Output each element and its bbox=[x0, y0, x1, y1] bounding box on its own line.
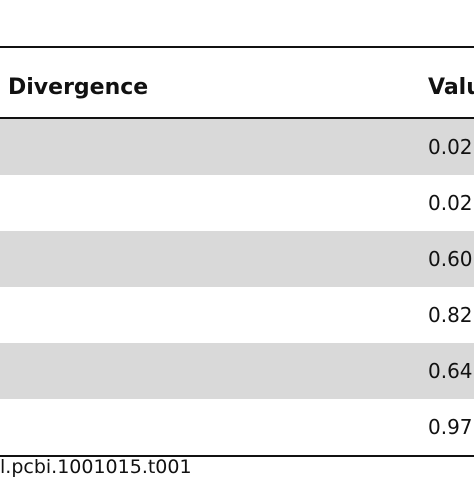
table-row: 0.82 bbox=[0, 287, 474, 343]
table-bottom-rule bbox=[0, 455, 474, 457]
table-body: 0.02 0.02 0.60 0.82 0.64 0.97 bbox=[0, 119, 474, 455]
value-cell: 0.60 bbox=[428, 247, 473, 271]
value-cell: 0.82 bbox=[428, 303, 473, 327]
value-cell: 0.64 bbox=[428, 359, 473, 383]
doi-caption: l.pcbi.1001015.t001 bbox=[0, 456, 192, 478]
column-header-divergence: Divergence bbox=[8, 75, 149, 100]
table-top-rule bbox=[0, 46, 474, 48]
value-cell: 0.97 bbox=[428, 415, 473, 439]
table-header-row: Divergence Valu bbox=[0, 48, 474, 117]
table-row: 0.60 bbox=[0, 231, 474, 287]
value-cell: 0.02 bbox=[428, 191, 473, 215]
column-header-value: Valu bbox=[428, 75, 474, 100]
table-header-rule bbox=[0, 117, 474, 119]
table-row: 0.02 bbox=[0, 119, 474, 175]
value-cell: 0.02 bbox=[428, 135, 473, 159]
table-row: 0.97 bbox=[0, 399, 474, 455]
table-row: 0.02 bbox=[0, 175, 474, 231]
table-row: 0.64 bbox=[0, 343, 474, 399]
